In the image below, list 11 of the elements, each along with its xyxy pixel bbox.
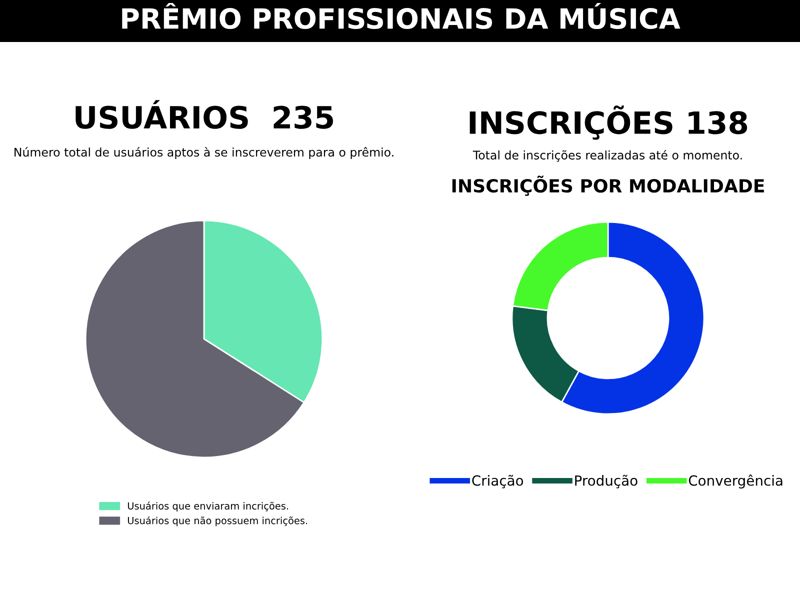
text: PRÊMIO PROFISSIONAIS DA MÚSICA xyxy=(122,2,680,30)
text: INSCRIÇÕES POR MODALIDADE xyxy=(452,176,764,196)
chart-subtitle: Total de inscrições realizadas até o momento. xyxy=(472,150,742,162)
legend-label: Convergência xyxy=(688,474,782,488)
legend-label: Criação xyxy=(472,474,524,488)
chart-subtitle: Número total de usuários aptos à se inscreverem para o prêmio. xyxy=(14,147,394,159)
legend-label: Produção xyxy=(575,474,638,488)
legend-label: Usuários que enviaram incrições. xyxy=(128,502,288,512)
legend-label: Usuários que não possuem incrições. xyxy=(128,516,308,526)
chart-title: INSCRIÇÕES 138 xyxy=(470,105,748,140)
chart-title: USUÁRIOS 235 xyxy=(76,100,333,129)
